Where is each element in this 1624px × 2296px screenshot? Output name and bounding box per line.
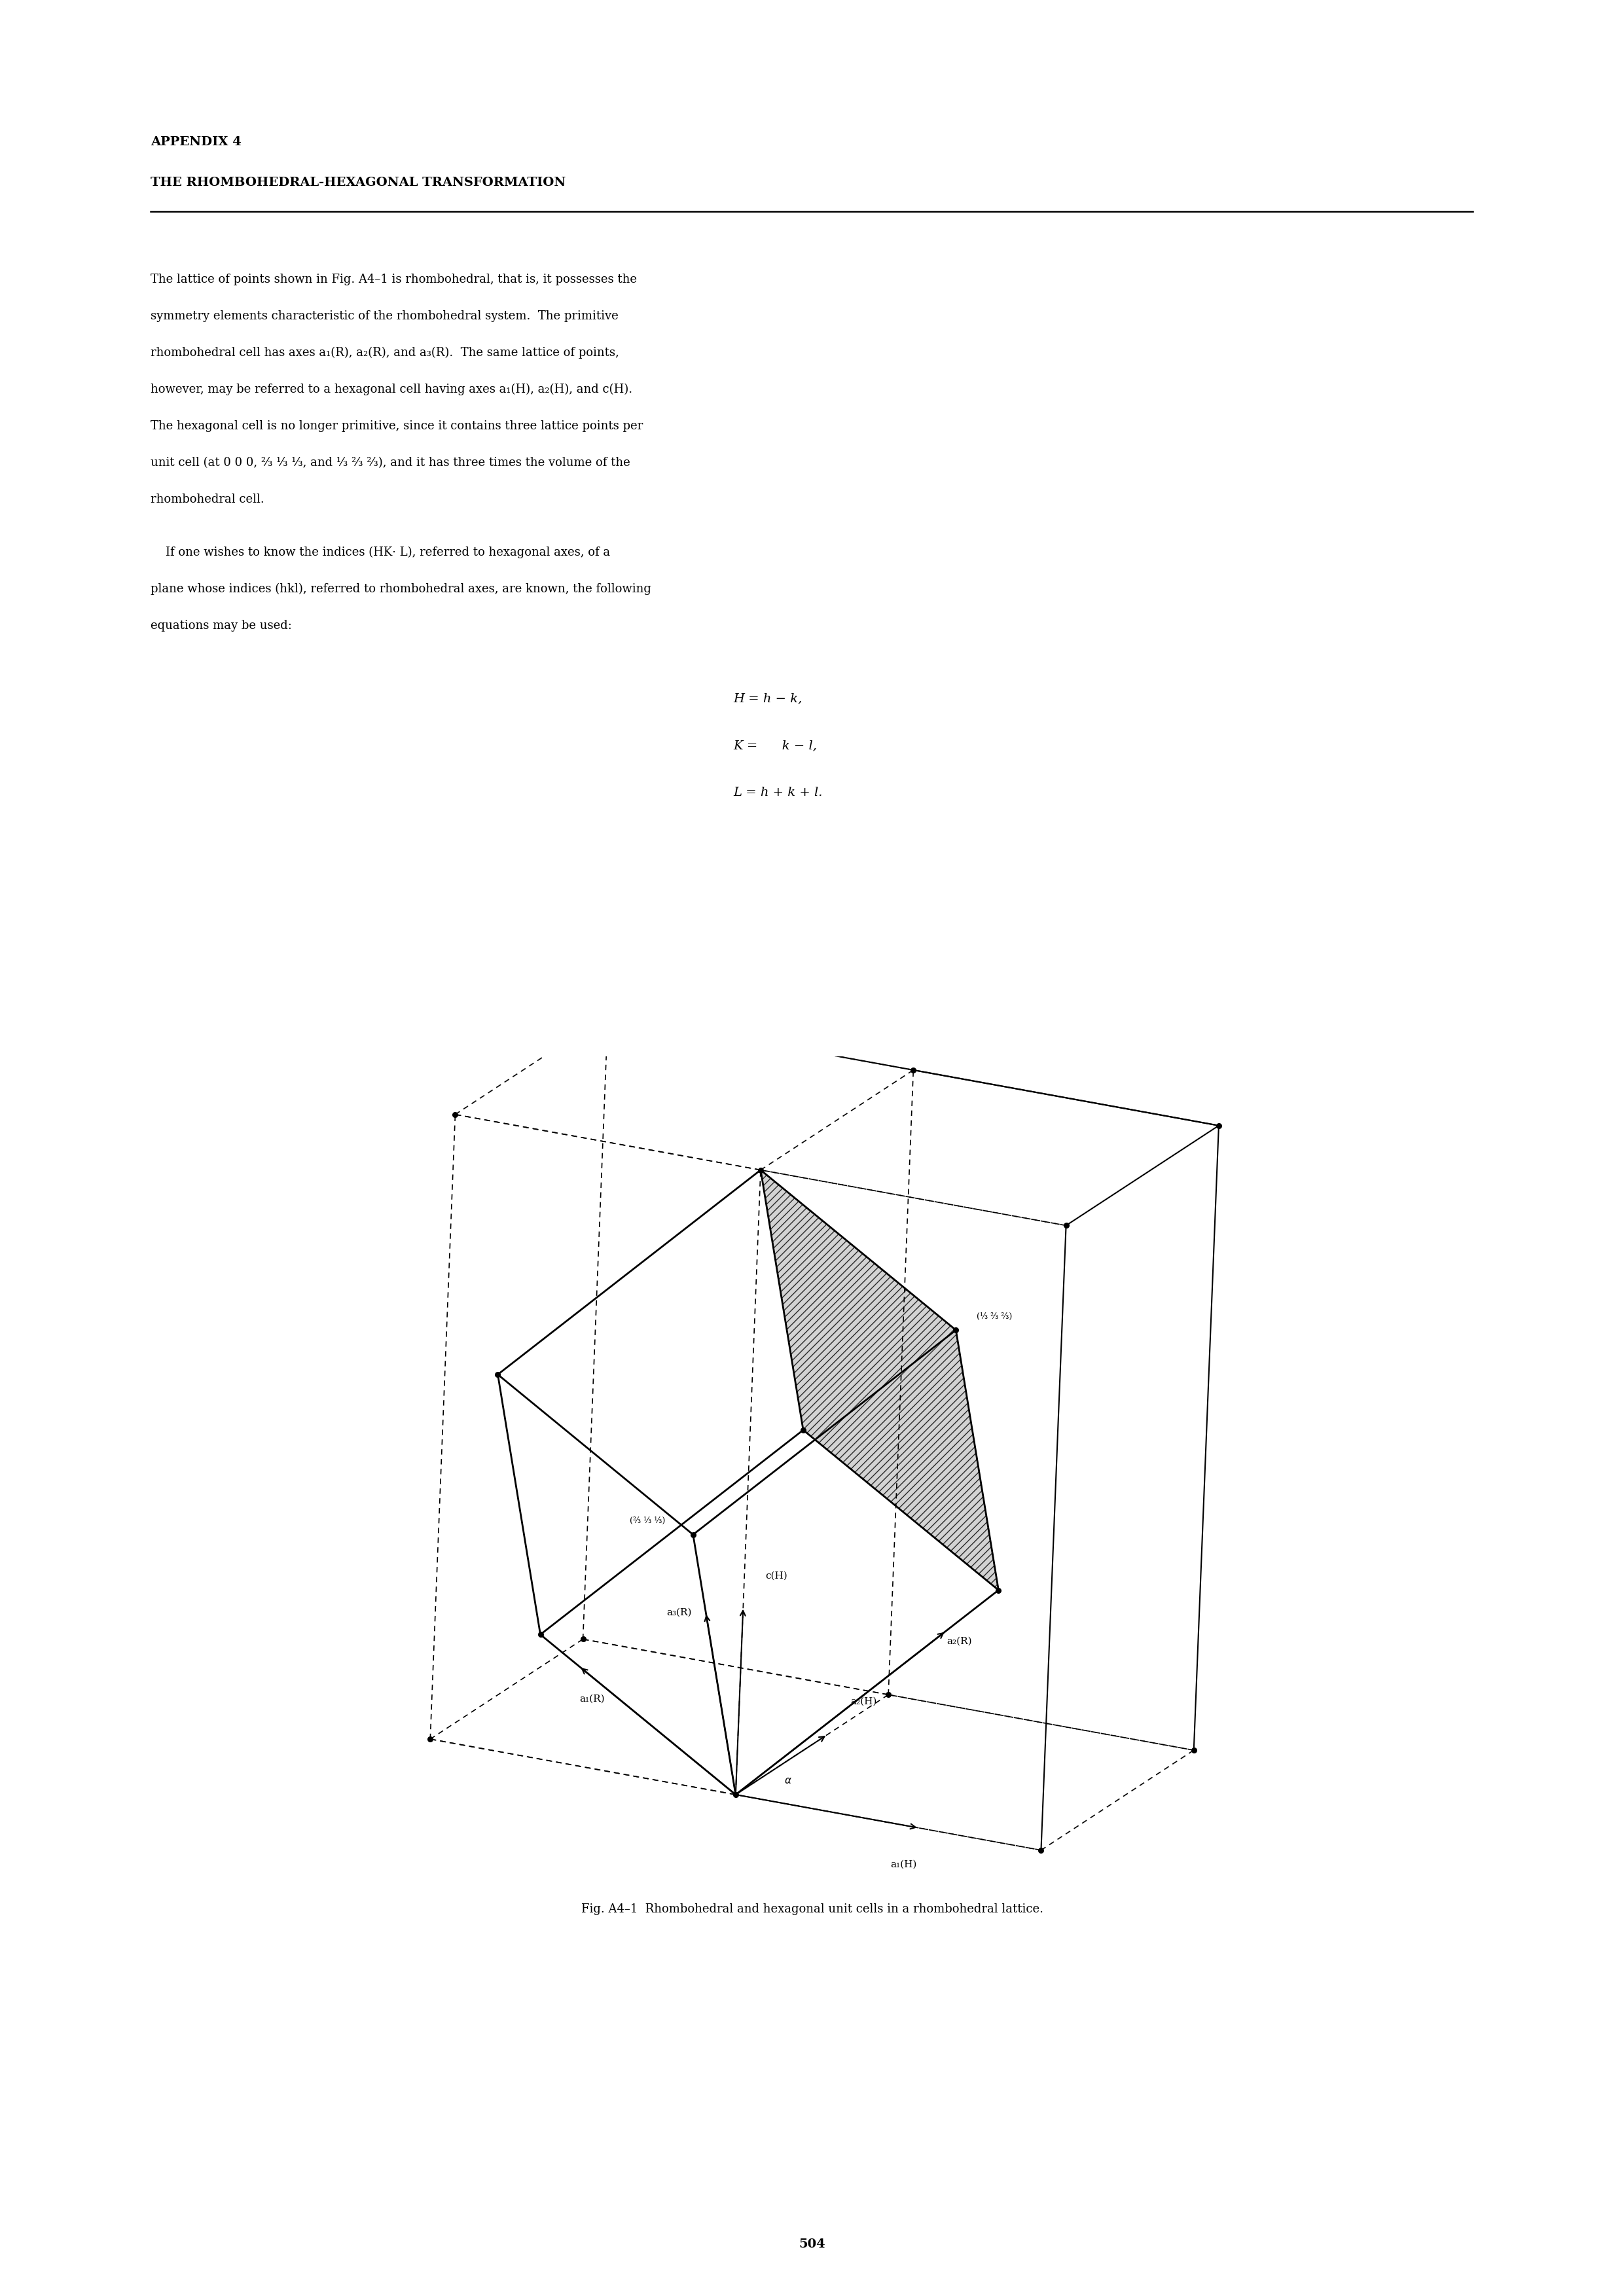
Text: c(H): c(H) — [765, 1570, 788, 1580]
Text: rhombohedral cell.: rhombohedral cell. — [151, 494, 265, 505]
Text: THE RHOMBOHEDRAL-HEXAGONAL TRANSFORMATION: THE RHOMBOHEDRAL-HEXAGONAL TRANSFORMATIO… — [151, 177, 565, 188]
Text: however, may be referred to a hexagonal cell having axes a₁(H), a₂(H), and c(H).: however, may be referred to a hexagonal … — [151, 383, 632, 395]
Text: a₁(H): a₁(H) — [890, 1860, 918, 1869]
Polygon shape — [760, 1171, 999, 1591]
Text: (⅓ ⅔ ⅔): (⅓ ⅔ ⅔) — [976, 1311, 1012, 1320]
Text: a₂(H): a₂(H) — [851, 1697, 877, 1706]
Text: H = h − k,: H = h − k, — [732, 693, 802, 705]
Text: The lattice of points shown in Fig. A4–1 is rhombohedral, that is, it possesses : The lattice of points shown in Fig. A4–1… — [151, 273, 637, 285]
Text: equations may be used:: equations may be used: — [151, 620, 292, 631]
Text: The hexagonal cell is no longer primitive, since it contains three lattice point: The hexagonal cell is no longer primitiv… — [151, 420, 643, 432]
Text: symmetry elements characteristic of the rhombohedral system.  The primitive: symmetry elements characteristic of the … — [151, 310, 619, 321]
Text: a₃(R): a₃(R) — [667, 1607, 692, 1616]
Text: unit cell (at 0 0 0, ⅔ ⅓ ⅓, and ⅓ ⅔ ⅔), and it has three times the volume of the: unit cell (at 0 0 0, ⅔ ⅓ ⅓, and ⅓ ⅔ ⅔), … — [151, 457, 630, 468]
Text: rhombohedral cell has axes a₁(R), a₂(R), and a₃(R).  The same lattice of points,: rhombohedral cell has axes a₁(R), a₂(R),… — [151, 347, 619, 358]
Text: a₂(R): a₂(R) — [947, 1637, 971, 1646]
Text: APPENDIX 4: APPENDIX 4 — [151, 135, 242, 147]
Text: If one wishes to know the indices (HK· L), referred to hexagonal axes, of a: If one wishes to know the indices (HK· L… — [151, 546, 611, 558]
Text: Fig. A4–1  Rhombohedral and hexagonal unit cells in a rhombohedral lattice.: Fig. A4–1 Rhombohedral and hexagonal uni… — [581, 1903, 1043, 1915]
Text: L = h + k + l.: L = h + k + l. — [732, 788, 822, 799]
Text: 504: 504 — [799, 2239, 825, 2250]
Text: K =      k − l,: K = k − l, — [732, 739, 817, 751]
Text: (⅔ ⅓ ⅓): (⅔ ⅓ ⅓) — [630, 1515, 666, 1525]
Text: a₁(R): a₁(R) — [580, 1694, 604, 1704]
Text: plane whose indices (hkl), referred to rhombohedral axes, are known, the followi: plane whose indices (hkl), referred to r… — [151, 583, 651, 595]
Text: $\alpha$: $\alpha$ — [784, 1777, 793, 1786]
